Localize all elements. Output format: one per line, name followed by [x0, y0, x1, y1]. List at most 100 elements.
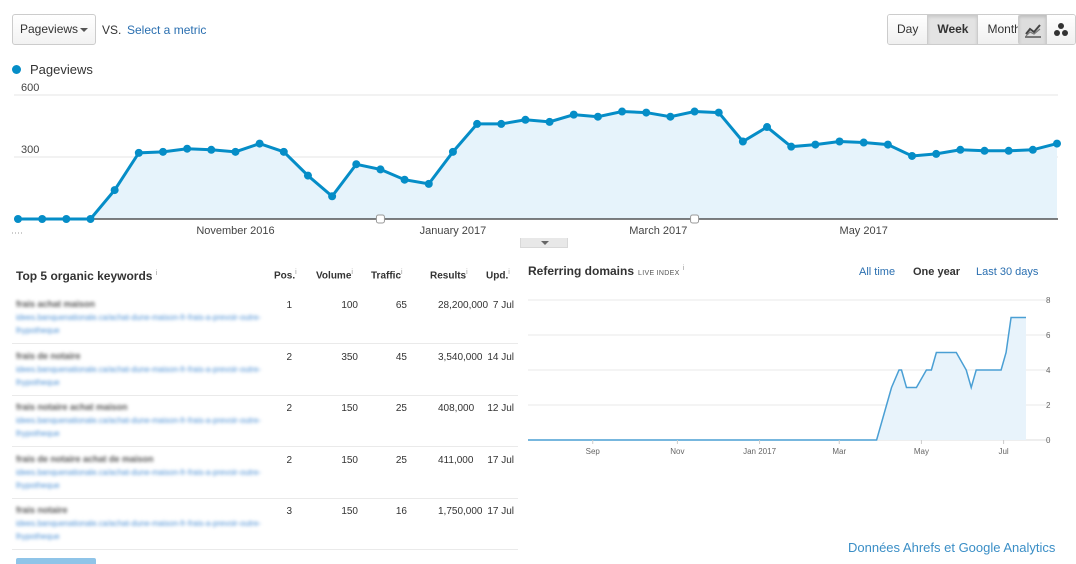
keyword-url[interactable]: idees.banquenationale.ca/achat-dune-mais…: [16, 313, 262, 335]
x-tick-label: January 2017: [420, 225, 487, 237]
pageviews-point: [738, 137, 747, 146]
cell-volume: 150: [341, 506, 358, 517]
cell-pos: 2: [286, 351, 292, 363]
referring-area: [528, 317, 1026, 440]
cell-upd: 12 Jul: [487, 403, 514, 414]
range-one-year[interactable]: One year: [913, 266, 961, 278]
keyword-text: frais achat maison idees.banquenationale.…: [16, 298, 266, 337]
pageviews-point: [618, 107, 627, 116]
data-credit: Données Ahrefs et Google Analytics: [848, 540, 1056, 555]
chevron-down-icon: [541, 241, 549, 245]
cell-traffic: 65: [395, 300, 407, 311]
x-tick-label: Jan 2017: [743, 447, 776, 456]
pageviews-point: [521, 115, 530, 124]
keyword-url[interactable]: idees.banquenationale.ca/achat-dune-mais…: [16, 364, 262, 387]
select-metric-link[interactable]: Select a metric: [127, 23, 207, 37]
range-last-30-days[interactable]: Last 30 days: [976, 266, 1039, 278]
pageviews-point: [1053, 139, 1061, 148]
collapse-handle[interactable]: [520, 238, 568, 248]
keyword-row[interactable]: frais notaire achat maison idees.banquena…: [12, 395, 518, 447]
referring-domains-title: Referring domains LIVE INDEX i: [528, 264, 685, 278]
metric-select[interactable]: Pageviews: [12, 14, 96, 45]
pageviews-point: [859, 138, 868, 147]
keyword-url[interactable]: idees.banquenationale.ca/achat-dune-mais…: [16, 519, 262, 541]
pageviews-point: [110, 186, 119, 195]
cell-traffic: 45: [395, 351, 407, 363]
pageviews-point: [932, 149, 941, 158]
range-all-time[interactable]: All time: [859, 266, 896, 278]
cell-results: 411,000: [438, 454, 474, 466]
x-tick-label: Mar: [832, 447, 846, 456]
line-chart-button[interactable]: [1019, 15, 1047, 44]
keyword-name: frais achat maison: [16, 299, 96, 309]
header-results: Resultsi: [430, 269, 468, 282]
pageviews-area: [18, 111, 1057, 219]
pageviews-point: [86, 215, 95, 223]
keyword-row[interactable]: frais notaire idees.banquenationale.ca/ac…: [12, 498, 518, 550]
cell-volume: 100: [341, 300, 358, 311]
keywords-title: Top 5 organic keywords i: [16, 269, 158, 283]
keyword-text: frais de notaire achat de maison idees.ba…: [16, 453, 266, 492]
motion-chart-button[interactable]: [1047, 15, 1075, 44]
keyword-url[interactable]: idees.banquenationale.ca/achat-dune-mais…: [16, 416, 262, 438]
cell-volume: 150: [341, 403, 358, 414]
pageviews-point: [134, 148, 143, 157]
pageviews-point: [569, 110, 578, 119]
keyword-text: frais notaire idees.banquenationale.ca/ac…: [16, 504, 266, 543]
header-volume: Volumei: [316, 269, 353, 282]
pageviews-point: [1004, 146, 1013, 155]
pageviews-point: [14, 215, 22, 223]
x-tick-label: Sep: [586, 447, 601, 456]
cell-traffic: 25: [395, 454, 407, 466]
y-tick-label: 600: [21, 82, 39, 94]
header-pos: Pos.i: [274, 269, 297, 282]
keyword-row[interactable]: frais de notaire achat de maison idees.ba…: [12, 447, 518, 499]
keyword-name: frais notaire: [16, 505, 68, 515]
y-tick-label: 300: [21, 144, 39, 156]
referring-domains-chart: 8 6 4 2 0 Sep Nov Jan 2017 Mar May Jul: [528, 296, 1051, 456]
pageviews-chart: 600 300 November 2016 January 2017 March 201…: [12, 82, 1061, 237]
keyword-url[interactable]: idees.banquenationale.ca/achat-dune-mais…: [16, 467, 262, 490]
legend-dot: [12, 65, 21, 74]
pageviews-point: [497, 119, 506, 128]
cell-results: 1,750,000: [438, 506, 483, 517]
cell-results: 3,540,000: [438, 351, 483, 363]
cell-pos: 2: [286, 454, 292, 466]
referring-line: [528, 316, 1026, 441]
more-keywords-button[interactable]: [16, 558, 96, 564]
chart-legend: Pageviews: [12, 62, 93, 77]
pageviews-point: [352, 160, 361, 169]
live-index-badge: LIVE INDEX: [638, 270, 680, 277]
keyword-text: frais de notaire idees.banquenationale.ca…: [16, 350, 266, 389]
keyword-name: frais notaire achat maison: [16, 402, 128, 412]
motion-chart-icon: [1054, 22, 1068, 36]
cell-results: 408,000: [438, 403, 475, 414]
pageviews-point: [980, 146, 989, 155]
pageviews-point: [883, 140, 892, 149]
pageviews-point: [811, 140, 820, 149]
cell-results: 28,200,000: [438, 300, 489, 311]
pageviews-point: [545, 117, 554, 126]
cell-pos: 2: [286, 403, 292, 414]
keyword-text: frais notaire achat maison idees.banquena…: [16, 401, 266, 440]
cell-traffic: 25: [395, 403, 407, 414]
pageviews-point: [255, 139, 264, 148]
pageviews-point: [763, 123, 772, 132]
y-tick-label: 4: [1046, 366, 1051, 375]
day-button[interactable]: Day: [888, 15, 929, 44]
keyword-row[interactable]: frais de notaire idees.banquenationale.ca…: [12, 344, 518, 396]
x-tick-label: March 2017: [629, 225, 687, 237]
pageviews-point: [279, 147, 288, 156]
keyword-row[interactable]: frais achat maison idees.banquenationale.…: [12, 292, 518, 344]
x-tick-label: May: [914, 447, 929, 456]
pageviews-point: [956, 145, 965, 154]
x-tick-label: Jul: [998, 447, 1008, 456]
header-upd: Upd.i: [486, 269, 510, 282]
cell-upd: 14 Jul: [487, 351, 514, 363]
week-button[interactable]: Week: [928, 15, 979, 44]
chart-view-toggle: [1018, 14, 1076, 45]
pageviews-point: [473, 119, 482, 128]
pageviews-point: [593, 112, 602, 121]
pageviews-point: [835, 137, 844, 146]
pageviews-point: [787, 142, 796, 151]
